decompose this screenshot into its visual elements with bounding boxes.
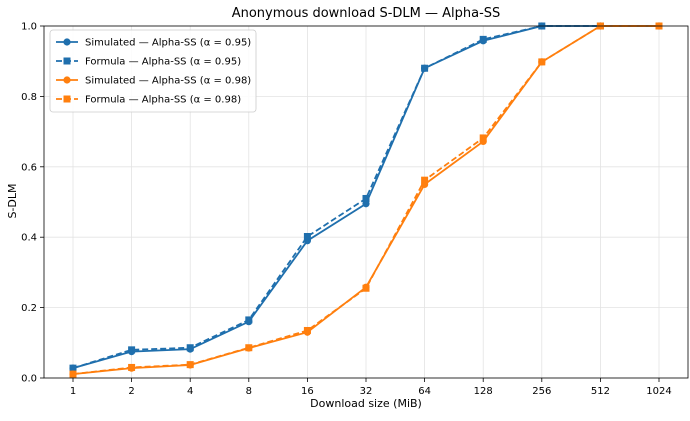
legend: Simulated — Alpha-SS (α = 0.95) Formula —… [49,29,257,113]
data-point [362,194,370,202]
y-tick-label: 0.2 [21,303,37,314]
x-tick-label: 64 [418,386,431,397]
x-tick-label: 2 [128,386,134,397]
data-point [538,58,546,66]
legend-marker [63,38,71,46]
x-tick-label: 256 [532,386,551,397]
data-point [479,134,487,142]
x-tick-label: 1 [70,386,76,397]
legend-item: Formula — Alpha-SS (α = 0.95) [56,57,241,68]
data-point [186,361,194,369]
data-point [69,364,77,372]
x-tick-label: 128 [474,386,493,397]
data-point [245,344,253,352]
x-axis-label: Download size (MiB) [310,397,422,410]
data-point [303,326,311,334]
x-tick-label: 32 [360,386,373,397]
data-point [128,346,136,354]
legend-label: Formula — Alpha-SS (α = 0.98) [85,95,241,106]
legend-marker [63,76,71,84]
x-tick-label: 8 [246,386,252,397]
legend-label: Simulated — Alpha-SS (α = 0.98) [85,76,251,87]
y-tick-label: 0.0 [21,374,37,385]
legend-item: Simulated — Alpha-SS (α = 0.95) [56,38,251,49]
legend-marker [63,95,71,103]
data-point [186,344,194,352]
y-tick-label: 0.6 [21,162,37,173]
legend-label: Simulated — Alpha-SS (α = 0.95) [85,38,251,49]
y-tick-label: 0.8 [21,92,37,103]
data-point [303,232,311,240]
y-tick-label: 0.4 [21,233,37,244]
x-tick-label: 4 [187,386,193,397]
legend-box [49,29,257,113]
y-axis-label: S-DLM [6,183,19,218]
data-point [421,64,429,72]
x-tick-label: 16 [301,386,314,397]
data-point [421,176,429,184]
y-axis: 0.0 0.2 0.4 0.6 0.8 1.0 [21,22,44,385]
x-tick-label: 1024 [646,386,671,397]
y-tick-label: 1.0 [21,22,37,33]
data-point [245,316,253,324]
legend-item: Formula — Alpha-SS (α = 0.98) [56,95,241,106]
data-point [362,284,370,292]
data-point [479,35,487,43]
legend-marker [63,57,71,65]
x-axis: 1 2 4 8 16 32 64 128 256 512 1024 [70,378,672,397]
data-point [128,363,136,371]
x-tick-label: 512 [591,386,610,397]
data-point [69,370,77,378]
legend-label: Formula — Alpha-SS (α = 0.95) [85,57,241,68]
legend-item: Simulated — Alpha-SS (α = 0.98) [56,76,251,87]
chart-title: Anonymous download S-DLM — Alpha-SS [232,6,501,21]
